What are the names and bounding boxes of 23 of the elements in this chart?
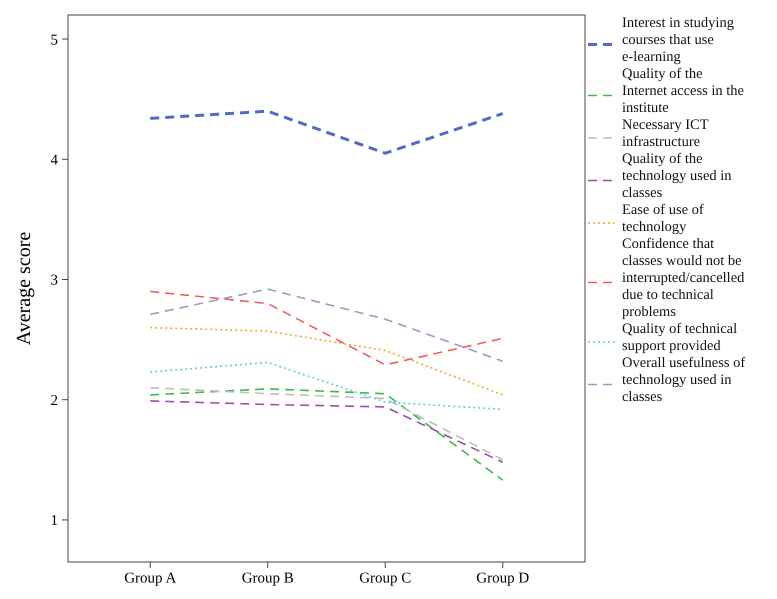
y-tick-label: 5 [50,32,58,48]
legend-label: Quality of technical support provided [622,321,738,354]
legend-label: Necessary ICT infrastructure [622,117,709,150]
legend-label: Confidence that classes would not be interrupted/cancelled due to technical problems [622,236,746,320]
legend-label: Overall usefulness of technology used in classes [622,355,746,405]
line-series [149,388,504,482]
y-tick-label: 2 [50,392,58,409]
x-tick-label: Group B [242,570,294,586]
line-series [149,400,504,464]
legend-label: Ease of use of technology [622,202,704,235]
legend-label: Quality of the Internet access in the institute [622,66,744,116]
y-tick-label: 1 [50,513,58,530]
x-tick-label: Group D [476,570,530,586]
x-tick-label: Group A [124,570,176,586]
legend-label: Quality of the technology used in classes [622,151,732,201]
x-tick-label: Group C [359,570,412,586]
line-series [149,326,504,396]
y-axis-title: Average score [13,232,35,346]
legend-label: Interest in studying courses that use e-learning [622,15,734,65]
y-tick-label: 3 [50,272,58,289]
line-series [148,110,504,155]
line-series [149,386,504,461]
y-tick-label: 4 [50,152,58,169]
